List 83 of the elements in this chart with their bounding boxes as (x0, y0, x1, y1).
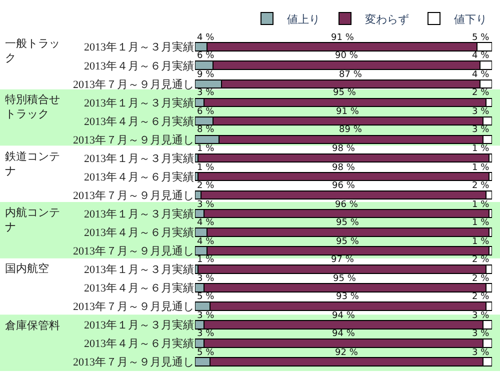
data-label: 9 % (197, 70, 215, 80)
data-label: 90 % (335, 51, 358, 61)
y-tick-label: 2013年７月～９月見通し (73, 133, 194, 146)
data-label: 1 % (472, 237, 490, 247)
data-label: 3 % (472, 311, 490, 321)
data-label: 95 % (333, 88, 356, 98)
legend-label: 変わらず (365, 12, 409, 26)
bar (197, 172, 490, 182)
text: 特別積合せトラック (5, 93, 60, 120)
y-tick-label: 2013年７月～９月見通し (73, 300, 194, 314)
text: 倉庫保管料 (5, 319, 60, 332)
data-label: 94 % (332, 329, 356, 339)
y-tick-label: 2013年１月～３月実績 (84, 40, 194, 54)
y-tick-label: 2013年４月～６月実績 (84, 337, 194, 350)
data-label: 93 % (336, 292, 360, 302)
data-label: 3 % (472, 125, 490, 135)
y-tick-label: 2013年７月～９月見通し (73, 244, 194, 258)
y-tick-label: 2013年１月～３月実績 (84, 207, 194, 220)
y-tick-label: 2013年７月～９月見通し (73, 356, 194, 369)
data-label: 1 % (472, 200, 490, 210)
data-label: 98 % (332, 144, 356, 154)
data-label: 2 % (197, 181, 215, 191)
data-label: 4 % (197, 237, 215, 247)
data-label: 91 % (336, 107, 360, 117)
legend-label: 値下り (454, 12, 487, 26)
data-label: 3 % (197, 311, 215, 321)
y-tick-label: 2013年４月～６月実績 (84, 226, 194, 239)
data-label: 3 % (197, 88, 215, 98)
data-label: 97 % (331, 255, 354, 265)
legend-label: 値上り (287, 12, 320, 26)
data-label: 4 % (472, 70, 490, 80)
data-label: 1 % (197, 163, 215, 173)
data-label: 87 % (339, 70, 362, 80)
text: 鉄道コンテナ (5, 150, 60, 178)
data-label: 1 % (197, 144, 215, 154)
data-label: 2 % (472, 181, 490, 191)
y-tick-label: 2013年７月～９月見通し (73, 188, 194, 202)
y-tick-label: 2013年４月～６月実績 (84, 170, 194, 184)
data-label: 96 % (332, 181, 356, 191)
data-label: 96 % (335, 200, 358, 210)
data-label: 89 % (339, 125, 362, 135)
data-label: 3 % (197, 200, 215, 210)
data-label: 4 % (472, 51, 490, 61)
data-label: 4 % (197, 218, 215, 228)
data-label: 6 % (197, 107, 215, 117)
data-label: 5 % (472, 33, 490, 43)
y-tick-label: 2013年１月～３月実績 (84, 262, 194, 276)
data-label: 1 % (472, 163, 490, 173)
bar (197, 153, 490, 163)
data-label: 95 % (333, 274, 356, 284)
y-tick-label: 2013年４月～６月実績 (84, 59, 194, 72)
text: 国内航空 (5, 262, 49, 275)
y-tick-label: 2013年１月～３月実績 (84, 318, 194, 332)
text: 一般トラック (5, 37, 60, 64)
data-label: 94 % (332, 311, 356, 321)
data-label: 2 % (472, 274, 490, 284)
data-label: 91 % (331, 33, 354, 43)
data-label: 1 % (472, 218, 490, 228)
y-tick-label: 2013年１月～３月実績 (84, 96, 194, 110)
data-label: 3 % (197, 329, 215, 339)
data-label: 5 % (197, 348, 215, 358)
data-label: 2 % (472, 88, 490, 98)
y-tick-label: 2013年４月～６月実績 (84, 282, 194, 295)
y-tick-label: 2013年１月～３月実績 (84, 152, 194, 165)
data-label: 3 % (472, 329, 490, 339)
data-label: 98 % (332, 163, 356, 173)
data-label: 3 % (472, 348, 490, 358)
data-label: 1 % (197, 255, 215, 265)
data-label: 4 % (197, 33, 215, 43)
data-label: 6 % (197, 51, 215, 61)
data-label: 92 % (335, 348, 358, 358)
text: 内航コンテナ (5, 206, 60, 234)
data-label: 2 % (472, 255, 490, 265)
data-label: 95 % (336, 237, 360, 247)
data-label: 2 % (472, 292, 490, 302)
data-label: 1 % (472, 144, 490, 154)
data-label: 3 % (472, 107, 490, 117)
data-label: 8 % (197, 125, 215, 135)
data-label: 3 % (197, 274, 215, 284)
data-label: 5 % (197, 292, 215, 302)
data-label: 95 % (336, 218, 360, 228)
y-tick-label: 2013年４月～６月実績 (84, 114, 194, 128)
y-tick-label: 2013年７月～９月見通し (73, 78, 194, 91)
